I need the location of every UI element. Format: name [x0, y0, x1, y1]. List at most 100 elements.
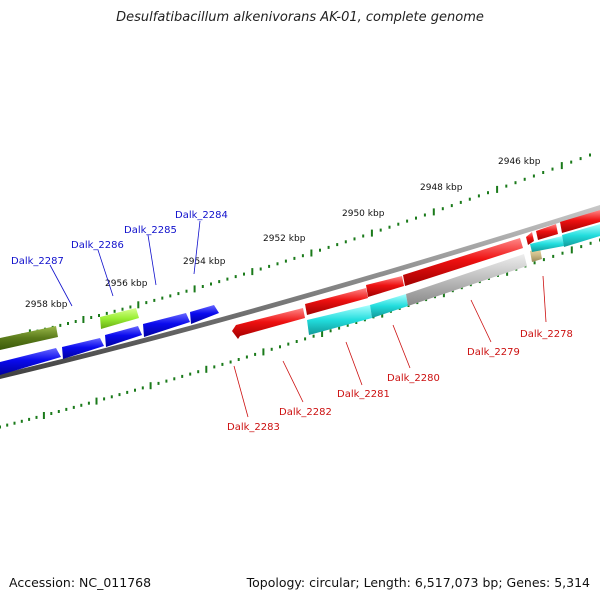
minor-tick: [65, 407, 68, 411]
minor-tick: [245, 355, 248, 359]
minor-tick: [270, 347, 273, 351]
minor-tick: [129, 305, 132, 309]
minor-tick: [406, 219, 409, 223]
minor-tick: [552, 254, 555, 258]
minor-tick: [329, 329, 332, 333]
gene-arrow-dalk-2279[interactable]: [526, 232, 534, 245]
gene-arrow-dalk-2278[interactable]: [536, 224, 558, 240]
gene-arrow-reverse[interactable]: [560, 210, 600, 233]
cds-features: [307, 224, 600, 335]
minor-tick: [319, 248, 321, 252]
minor-tick: [59, 323, 62, 327]
scale-label: 2958 kbp: [25, 300, 68, 310]
minor-tick: [28, 417, 31, 421]
forward-strand-genes: [0, 305, 219, 375]
gene-arrow-dalk-2287[interactable]: [0, 326, 58, 350]
leader-line: [49, 264, 73, 307]
leader-line: [193, 220, 201, 275]
minor-tick: [67, 322, 69, 325]
minor-tick: [87, 401, 90, 405]
gene-label-dalk-2280[interactable]: Dalk_2280: [387, 373, 440, 384]
minor-tick: [243, 272, 245, 276]
minor-tick: [579, 157, 582, 161]
minor-tick: [157, 381, 160, 385]
minor-tick: [284, 259, 287, 263]
major-tick: [570, 246, 573, 254]
minor-tick: [523, 177, 526, 181]
minor-tick: [161, 296, 164, 300]
minor-tick: [514, 181, 517, 185]
cds-feature[interactable]: [562, 224, 600, 247]
cds-feature[interactable]: [370, 294, 408, 318]
gene-arrow-forward[interactable]: [62, 338, 104, 359]
minor-tick: [153, 298, 156, 302]
minor-tick: [13, 421, 16, 425]
cds-feature[interactable]: [307, 305, 372, 335]
minor-tick: [379, 228, 382, 232]
major-tick: [262, 348, 265, 356]
minor-tick: [103, 397, 106, 401]
minor-tick: [20, 419, 23, 423]
minor-tick: [254, 352, 257, 356]
gene-label-dalk-2281[interactable]: Dalk_2281: [337, 389, 390, 400]
minor-tick: [98, 314, 100, 317]
gene-arrow-dalk-2285[interactable]: [105, 326, 142, 347]
major-tick: [95, 397, 98, 405]
gene-label-dalk-2285[interactable]: Dalk_2285: [124, 225, 177, 236]
minor-tick: [353, 237, 356, 241]
gene-arrow-dalk-2283[interactable]: [232, 308, 305, 339]
outer-scale-major-ticks: [28, 162, 563, 337]
minor-tick: [423, 213, 426, 217]
gene-arrow-dalk-2282[interactable]: [305, 288, 368, 315]
minor-tick: [259, 267, 262, 271]
minor-tick: [118, 393, 121, 397]
minor-tick: [121, 307, 124, 311]
minor-tick: [50, 412, 53, 415]
minor-tick: [344, 240, 347, 244]
minor-tick: [134, 388, 136, 392]
gene-label-dalk-2286[interactable]: Dalk_2286: [71, 240, 124, 251]
gene-arrow-forward[interactable]: [190, 305, 219, 324]
minor-tick: [287, 342, 290, 346]
gene-arrow-forward[interactable]: [0, 348, 61, 375]
minor-tick: [189, 372, 192, 376]
minor-tick: [279, 345, 281, 349]
minor-tick: [35, 415, 38, 419]
minor-tick: [301, 254, 304, 258]
gene-label-dalk-2282[interactable]: Dalk_2282: [279, 407, 332, 418]
minor-tick: [80, 403, 83, 407]
minor-tick: [201, 285, 204, 288]
gene-label-dalk-2287[interactable]: Dalk_2287: [11, 256, 64, 267]
leader-line: [233, 365, 249, 418]
topology-text: Topology: circular; Length: 6,517,073 bp…: [246, 575, 590, 590]
major-tick: [137, 301, 140, 309]
minor-tick: [542, 171, 545, 174]
leader-line: [470, 299, 492, 343]
gene-label-dalk-2278[interactable]: Dalk_2278: [520, 329, 573, 340]
genome-backbone: [0, 205, 600, 379]
minor-tick: [113, 309, 116, 313]
major-tick: [251, 268, 254, 276]
genome-title: Desulfatibacillum alkenivorans AK-01, co…: [116, 10, 484, 25]
major-tick: [82, 316, 85, 323]
minor-tick: [295, 340, 298, 343]
gene-label-dalk-2284[interactable]: Dalk_2284: [175, 210, 228, 221]
gene-label-dalk-2283[interactable]: Dalk_2283: [227, 422, 280, 433]
gene-label-dalk-2279[interactable]: Dalk_2279: [467, 347, 520, 358]
gene-arrow-dalk-2281[interactable]: [366, 276, 404, 297]
gene-arrow-dalk-2284[interactable]: [143, 313, 190, 337]
minor-tick: [185, 289, 188, 293]
gene-arrow-dalk-2280[interactable]: [403, 238, 523, 286]
leader-line: [392, 324, 411, 369]
cds-feature[interactable]: [406, 254, 527, 306]
minor-tick: [169, 294, 172, 298]
minor-tick: [561, 251, 564, 255]
minor-tick: [181, 374, 184, 378]
major-tick: [205, 365, 208, 373]
major-tick: [496, 185, 499, 193]
minor-tick: [90, 316, 93, 319]
minor-tick: [570, 160, 573, 164]
cds-feature[interactable]: [530, 236, 564, 252]
gene-arrow-dalk-2286[interactable]: [100, 308, 139, 329]
